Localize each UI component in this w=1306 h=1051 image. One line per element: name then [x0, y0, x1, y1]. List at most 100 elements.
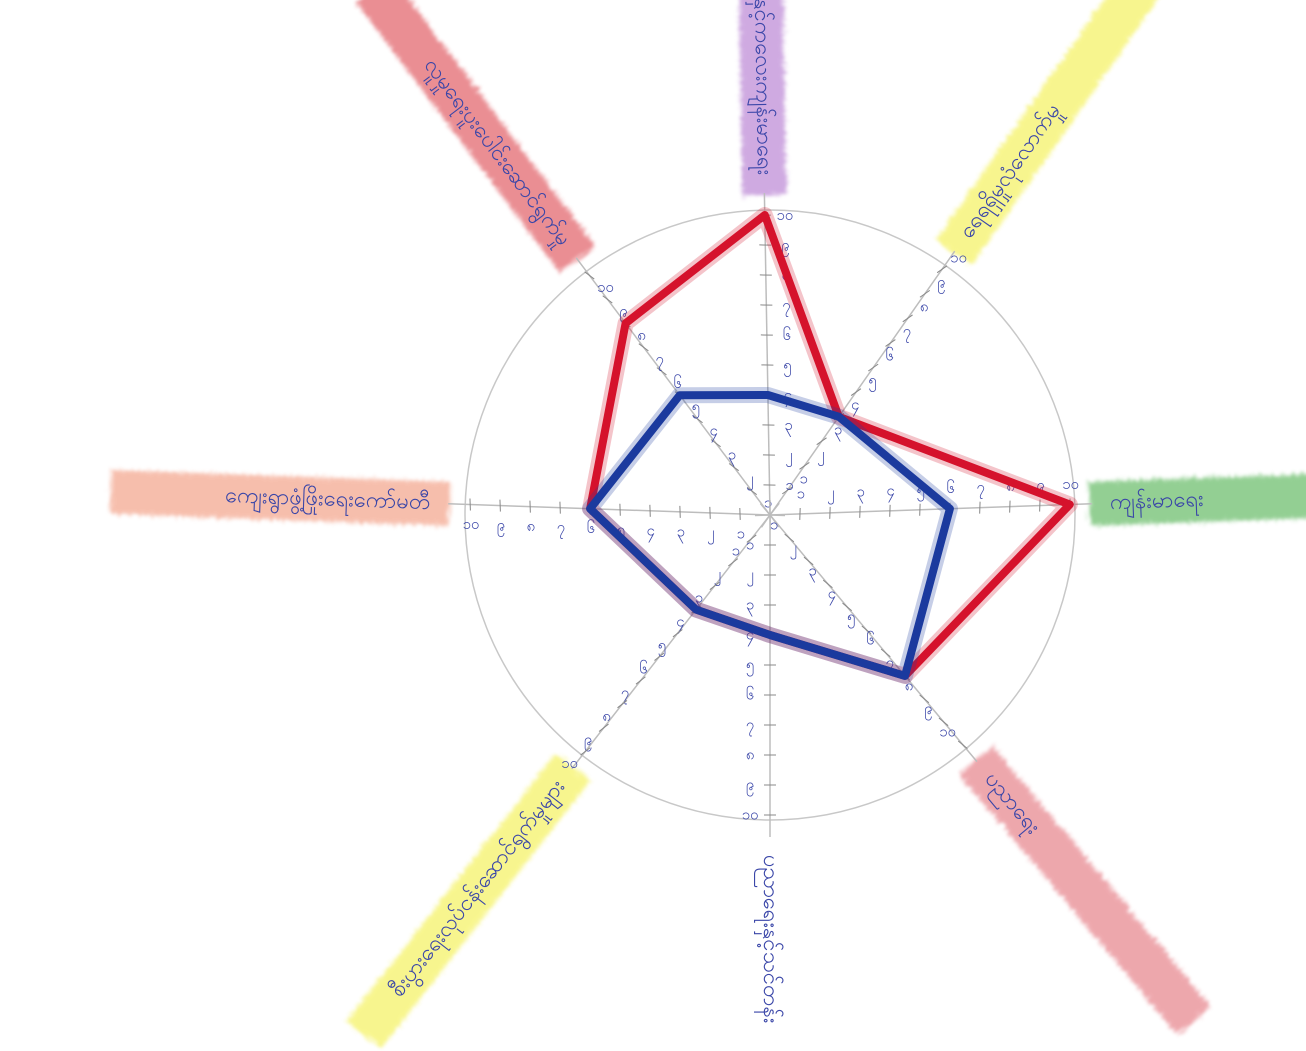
tick-mark: [919, 694, 930, 704]
tick-label: ၁: [764, 494, 772, 512]
tick-label: ၆: [783, 326, 791, 344]
tick-label: ၃: [677, 522, 685, 543]
tick-mark: [902, 314, 913, 323]
tick-mark: [580, 747, 591, 756]
tick-mark: [784, 533, 795, 543]
tick-label: ၉: [781, 236, 789, 257]
tick-label: ၇: [621, 683, 629, 704]
tick-label: ၁၀: [1062, 475, 1079, 493]
tick-label: ၈: [637, 326, 646, 344]
tick-label: ၅: [783, 356, 791, 377]
tick-label: ၇: [782, 296, 790, 317]
tick-mark: [746, 534, 757, 543]
tick-mark: [638, 343, 649, 352]
tick-mark: [880, 648, 891, 658]
tick-label: ၅: [847, 608, 855, 629]
tick-label: ၃: [856, 482, 864, 503]
tick-label: ၈: [905, 676, 914, 694]
tick-mark: [672, 629, 683, 638]
tick-mark: [885, 339, 896, 347]
crayon-band: [346, 753, 591, 1049]
tick-mark: [584, 271, 595, 280]
tick-mark: [746, 487, 758, 496]
tick-label: ၂: [707, 523, 714, 544]
tick-label: ၇: [885, 654, 893, 675]
tick-label: ၂: [790, 539, 797, 560]
axis-line: [759, 503, 978, 763]
tick-label: ၅: [746, 656, 754, 677]
tick-mark: [654, 652, 665, 661]
crayon-band: [736, 0, 787, 196]
tick-label: ၃: [784, 416, 792, 437]
tick-label: ၄: [851, 396, 859, 417]
tick-mark: [861, 625, 872, 635]
tick-label: ၃: [808, 562, 816, 583]
tick-label: ၉: [1036, 476, 1044, 497]
series-line: [586, 391, 954, 680]
tick-label: ၁၀: [742, 806, 759, 824]
tick-mark: [822, 579, 833, 589]
tick-label: ၉: [924, 699, 932, 720]
tick-label: ၁၀: [939, 722, 956, 740]
tick-label: ၅: [691, 398, 699, 419]
crayon-bands: [109, 0, 1306, 1049]
tick-mark: [635, 676, 646, 685]
tick-label: ၁၀: [950, 248, 967, 266]
tick-label: ၄: [710, 422, 718, 443]
tick-label: ၉: [584, 731, 592, 752]
tick-label: ၁၀: [561, 754, 578, 772]
tick-mark: [799, 461, 810, 470]
category-label: ပညာရေးနှင့်သင်တန်း: [753, 855, 784, 1023]
tick-mark: [868, 363, 879, 372]
tick-label: ၂: [785, 446, 792, 467]
crayon-band: [355, 0, 595, 273]
tick-mark: [728, 558, 739, 567]
tick-label: ၁: [785, 476, 793, 494]
tick-label: ၄: [676, 612, 684, 633]
tick-mark: [842, 602, 853, 612]
tick-label: ၇: [903, 322, 911, 343]
tick-label: ၄: [886, 481, 894, 502]
tick-label: ၅: [658, 636, 666, 657]
tick-label: ၇: [655, 350, 663, 371]
tick-mark: [656, 367, 667, 376]
crayon-band: [958, 745, 1212, 1035]
tick-mark: [782, 486, 793, 495]
tick-mark: [617, 700, 628, 709]
tick-label: ၅: [916, 480, 924, 501]
tick-mark: [598, 723, 609, 732]
tick-label: ၁: [746, 536, 754, 554]
tick-label: ၁၀: [776, 206, 793, 224]
tick-mark: [957, 740, 968, 750]
tick-label: ၆: [639, 660, 647, 678]
tick-mark: [816, 437, 827, 446]
tick-label: ၂: [827, 483, 834, 504]
tick-label: ၉: [497, 516, 505, 537]
axis-line: [763, 193, 772, 531]
tick-label: ၆: [673, 374, 681, 392]
tick-label: ၄: [828, 585, 836, 606]
tick-label: ၅: [868, 371, 876, 392]
tick-mark: [728, 463, 739, 472]
tick-label: ၃: [728, 446, 736, 467]
tick-mark: [710, 439, 721, 448]
tick-label: ၂: [746, 566, 753, 587]
tick-label: ၃: [834, 420, 842, 441]
tick-label: ၁၀: [597, 278, 614, 296]
tick-label: ၆: [866, 631, 874, 649]
tick-label: ၈: [746, 746, 755, 764]
tick-label: ၉: [746, 776, 754, 797]
tick-mark: [936, 265, 948, 274]
axis-line: [760, 250, 956, 528]
axes: ၁၂၃၄၅၆၇၈၉၁၀၁၂၃၄၅၆၇၈၉၁၀၁၂၃၄၅၆၇၈၉၁၀၁၂၃၄၅၆၇…: [448, 193, 1092, 837]
tick-mark: [602, 295, 613, 304]
tick-label: ၈: [920, 297, 929, 315]
tick-mark: [850, 388, 862, 396]
tick-label: ၂: [714, 565, 721, 586]
tick-label: ၁: [796, 484, 804, 502]
tick-mark: [938, 717, 949, 727]
tick-label: ၆: [946, 479, 954, 497]
tick-mark: [919, 289, 931, 298]
axis-line: [754, 503, 1092, 517]
